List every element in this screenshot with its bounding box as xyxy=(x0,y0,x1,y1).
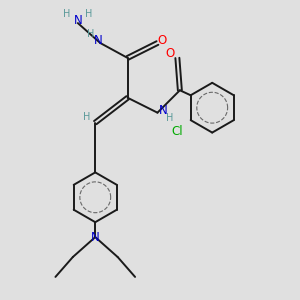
Text: H: H xyxy=(63,9,70,19)
Text: N: N xyxy=(94,34,103,46)
Text: H: H xyxy=(87,29,94,39)
Text: H: H xyxy=(166,113,173,123)
Text: H: H xyxy=(85,9,92,19)
Text: N: N xyxy=(159,104,168,117)
Text: N: N xyxy=(91,231,100,244)
Text: O: O xyxy=(158,34,167,47)
Text: O: O xyxy=(165,47,175,60)
Text: H: H xyxy=(82,112,90,122)
Text: N: N xyxy=(74,14,82,27)
Text: Cl: Cl xyxy=(171,125,183,138)
